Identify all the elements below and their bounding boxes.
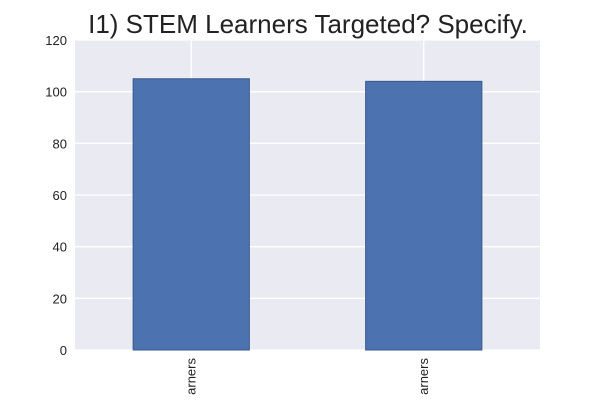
y-tick-label: 80 xyxy=(53,136,67,151)
y-tick-label: 40 xyxy=(53,240,67,255)
y-tick-label: 0 xyxy=(60,343,67,358)
y-axis-ticks: 0 20 40 60 80 100 120 xyxy=(45,33,67,358)
y-tick-label: 120 xyxy=(45,33,67,48)
y-tick-label: 20 xyxy=(53,291,67,306)
bar xyxy=(132,78,250,351)
y-tick-label: 60 xyxy=(53,188,67,203)
bars xyxy=(132,78,483,351)
chart-title: I1) STEM Learners Targeted? Specify. xyxy=(88,9,528,39)
x-axis-ticks: arners arners xyxy=(183,358,431,395)
x-tick-label: arners xyxy=(416,358,431,395)
x-tick-label: arners xyxy=(183,358,198,395)
y-tick-label: 100 xyxy=(45,85,67,100)
bar xyxy=(365,80,483,351)
